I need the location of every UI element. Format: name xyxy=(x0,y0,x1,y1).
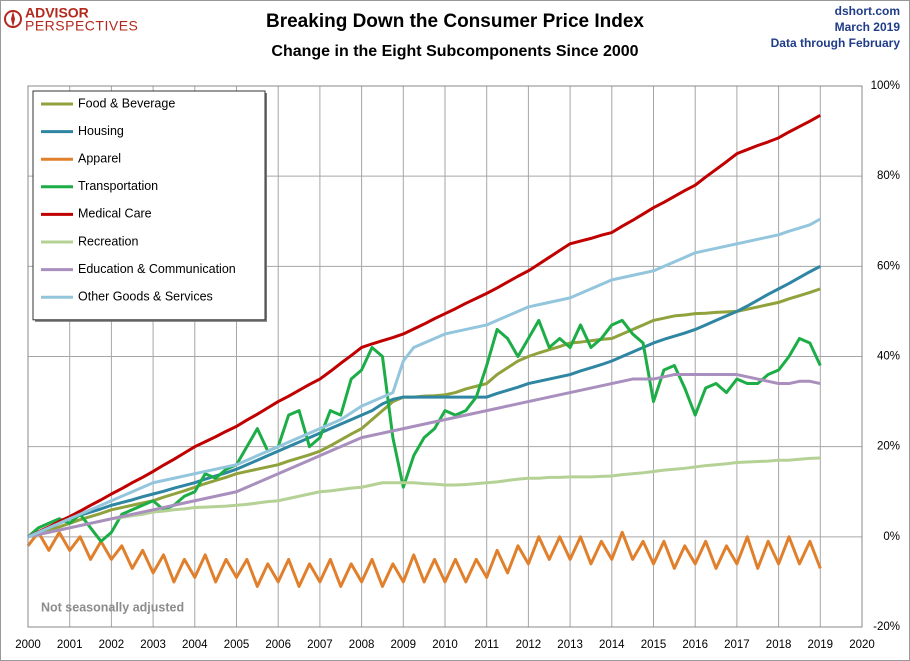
logo-text: ADVISOR xyxy=(25,5,89,21)
legend-label: Other Goods & Services xyxy=(78,289,213,303)
x-tick-label: 2007 xyxy=(307,639,333,651)
legend-label: Housing xyxy=(78,124,124,138)
x-tick-label: 2013 xyxy=(557,639,583,651)
x-tick-label: 2017 xyxy=(724,639,750,651)
y-tick-label: 100% xyxy=(871,80,900,92)
plot-lines xyxy=(26,113,822,588)
x-tick-label: 2008 xyxy=(349,639,375,651)
legend-label: Transportation xyxy=(78,179,158,193)
x-tick-label: 2018 xyxy=(766,639,792,651)
chart-title: Breaking Down the Consumer Price Index xyxy=(266,11,644,32)
y-tick-label: -20% xyxy=(873,621,900,633)
logo-icon xyxy=(11,11,15,27)
legend: Food & Beverage Housing Apparel Transportat… xyxy=(32,90,267,322)
plot-border xyxy=(27,85,863,628)
legend-label: Education & Communication xyxy=(78,262,236,276)
x-tick-label: 2019 xyxy=(808,639,834,651)
x-tick-label: 2000 xyxy=(15,639,41,651)
legend-label: Medical Care xyxy=(78,207,152,221)
x-tick-label: 2010 xyxy=(432,639,458,651)
series-line xyxy=(27,113,822,539)
series-line xyxy=(27,373,821,539)
x-tick-label: 2015 xyxy=(641,639,667,651)
chart-subtitle: Change in the Eight Subcomponents Since … xyxy=(271,43,638,60)
x-tick-label: 2014 xyxy=(599,639,625,651)
y-tick-label: 80% xyxy=(877,170,900,182)
x-tick-label: 2003 xyxy=(140,639,166,651)
legend-box xyxy=(32,90,266,321)
x-tick-label: 2009 xyxy=(391,639,417,651)
logo-text: PERSPECTIVES xyxy=(25,18,138,34)
series-line xyxy=(26,530,822,588)
y-tick-label: 20% xyxy=(877,441,900,453)
source-line: March 2019 xyxy=(835,20,901,34)
legend-label: Food & Beverage xyxy=(78,96,175,110)
legend-label: Apparel xyxy=(78,151,121,165)
y-tick-label: 60% xyxy=(877,260,900,272)
series-line xyxy=(27,217,822,539)
x-tick-label: 2012 xyxy=(516,639,542,651)
y-tick-label: 0% xyxy=(883,531,900,543)
source-line: dshort.com xyxy=(835,4,900,18)
x-tick-label: 2001 xyxy=(57,639,83,651)
source-line: Data through February xyxy=(771,36,901,50)
x-tick-label: 2011 xyxy=(474,639,499,651)
series-line xyxy=(27,456,821,539)
x-tick-label: 2016 xyxy=(682,639,708,651)
note: Not seasonally adjusted xyxy=(41,600,184,614)
x-tick-label: 2004 xyxy=(182,639,208,651)
legend-label: Recreation xyxy=(78,234,138,248)
x-tick-label: 2020 xyxy=(849,639,875,651)
x-tick-label: 2002 xyxy=(99,639,125,651)
y-tick-label: 40% xyxy=(877,351,900,363)
series-line xyxy=(27,264,821,539)
x-tick-label: 2006 xyxy=(265,639,291,651)
x-tick-label: 2005 xyxy=(224,639,250,651)
